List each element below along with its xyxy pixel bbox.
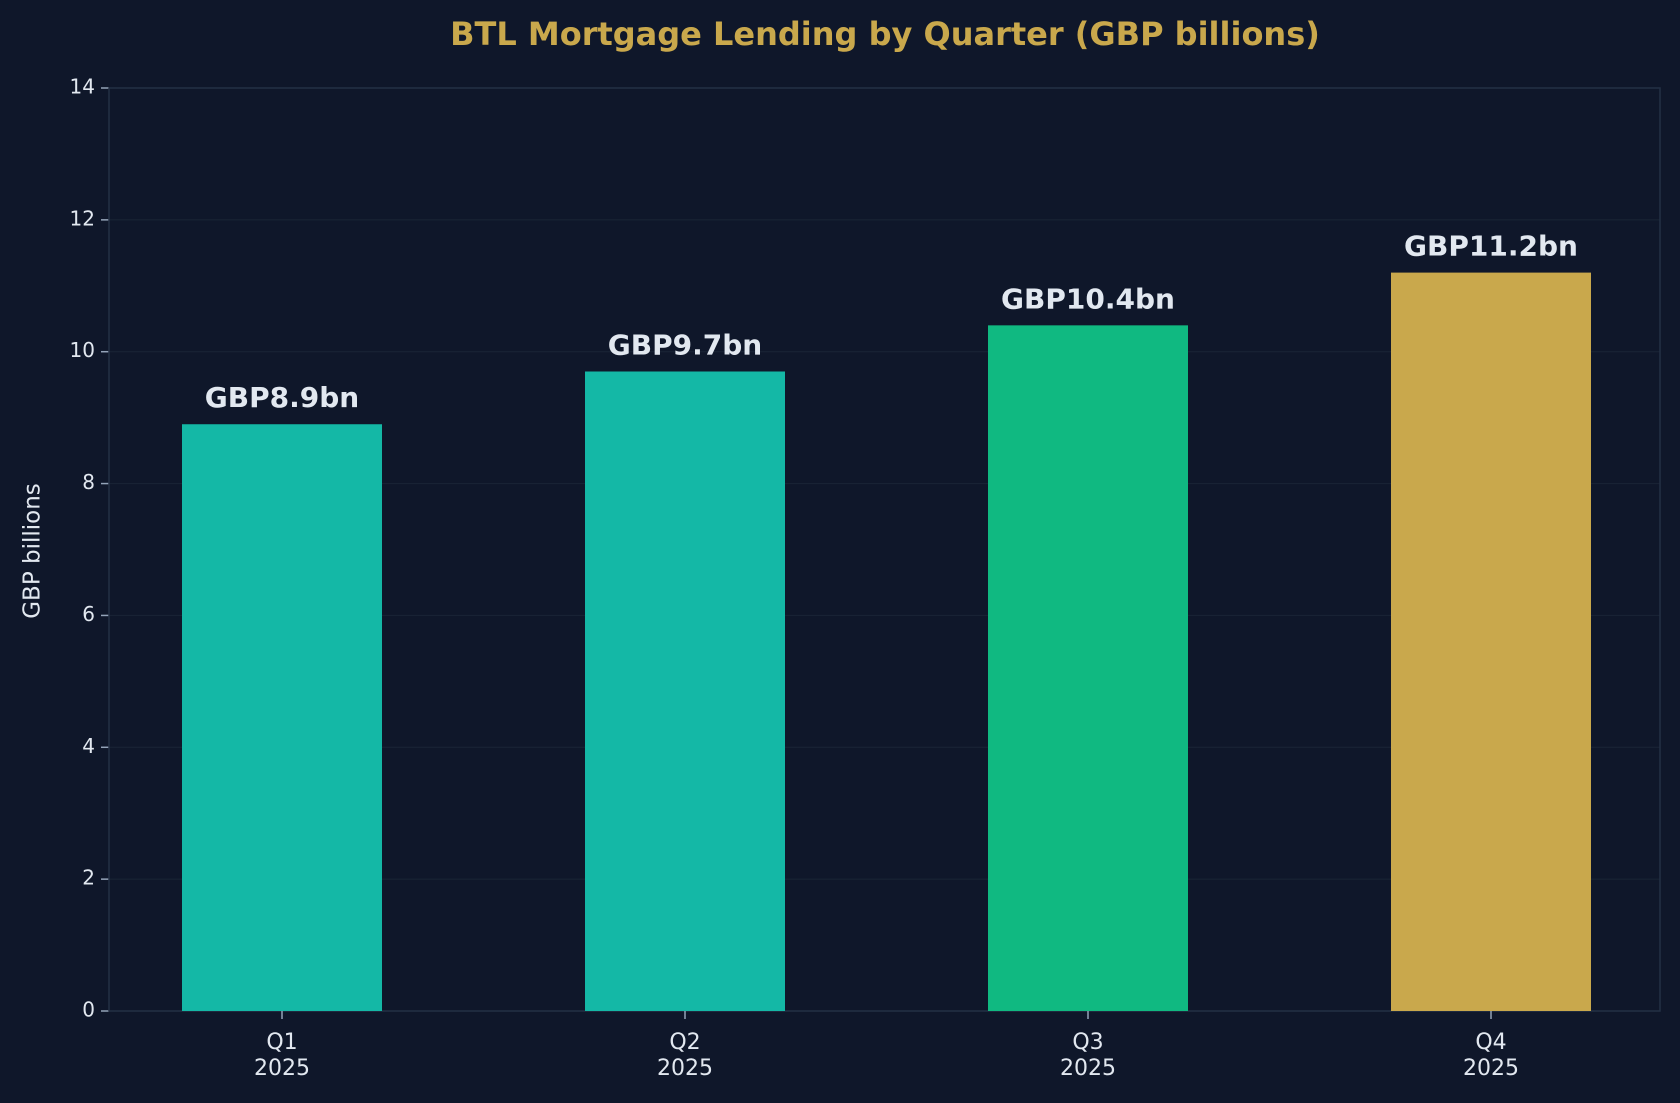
bar bbox=[182, 424, 382, 1011]
bar bbox=[1391, 272, 1591, 1012]
x-tick-label: 2025 bbox=[254, 1056, 310, 1081]
bar bbox=[585, 371, 785, 1011]
y-tick-label: 4 bbox=[82, 734, 95, 758]
y-tick-label: 14 bbox=[70, 75, 95, 99]
y-tick-label: 8 bbox=[82, 470, 95, 494]
y-tick-label: 0 bbox=[82, 998, 95, 1022]
y-axis-label: GBP billions bbox=[20, 483, 46, 619]
x-tick-label: 2025 bbox=[1463, 1056, 1519, 1081]
x-tick-label: Q1 bbox=[266, 1030, 297, 1055]
y-tick-label: 2 bbox=[82, 866, 95, 890]
y-tick-label: 6 bbox=[82, 602, 95, 626]
x-tick-label: Q4 bbox=[1475, 1030, 1506, 1055]
bar bbox=[988, 325, 1188, 1011]
y-tick-label: 10 bbox=[70, 338, 95, 362]
value-label: GBP8.9bn bbox=[205, 381, 359, 414]
chart-title: BTL Mortgage Lending by Quarter (GBP bil… bbox=[450, 15, 1320, 53]
y-tick-label: 12 bbox=[70, 206, 95, 230]
x-tick-label: 2025 bbox=[657, 1056, 713, 1081]
x-tick-label: 2025 bbox=[1060, 1056, 1116, 1081]
value-label: GBP10.4bn bbox=[1001, 282, 1175, 315]
x-tick-label: Q3 bbox=[1072, 1030, 1103, 1055]
value-label: GBP11.2bn bbox=[1404, 230, 1578, 263]
x-tick-label: Q2 bbox=[669, 1030, 700, 1055]
value-label: GBP9.7bn bbox=[608, 328, 762, 361]
plot-frame bbox=[108, 87, 1661, 1012]
